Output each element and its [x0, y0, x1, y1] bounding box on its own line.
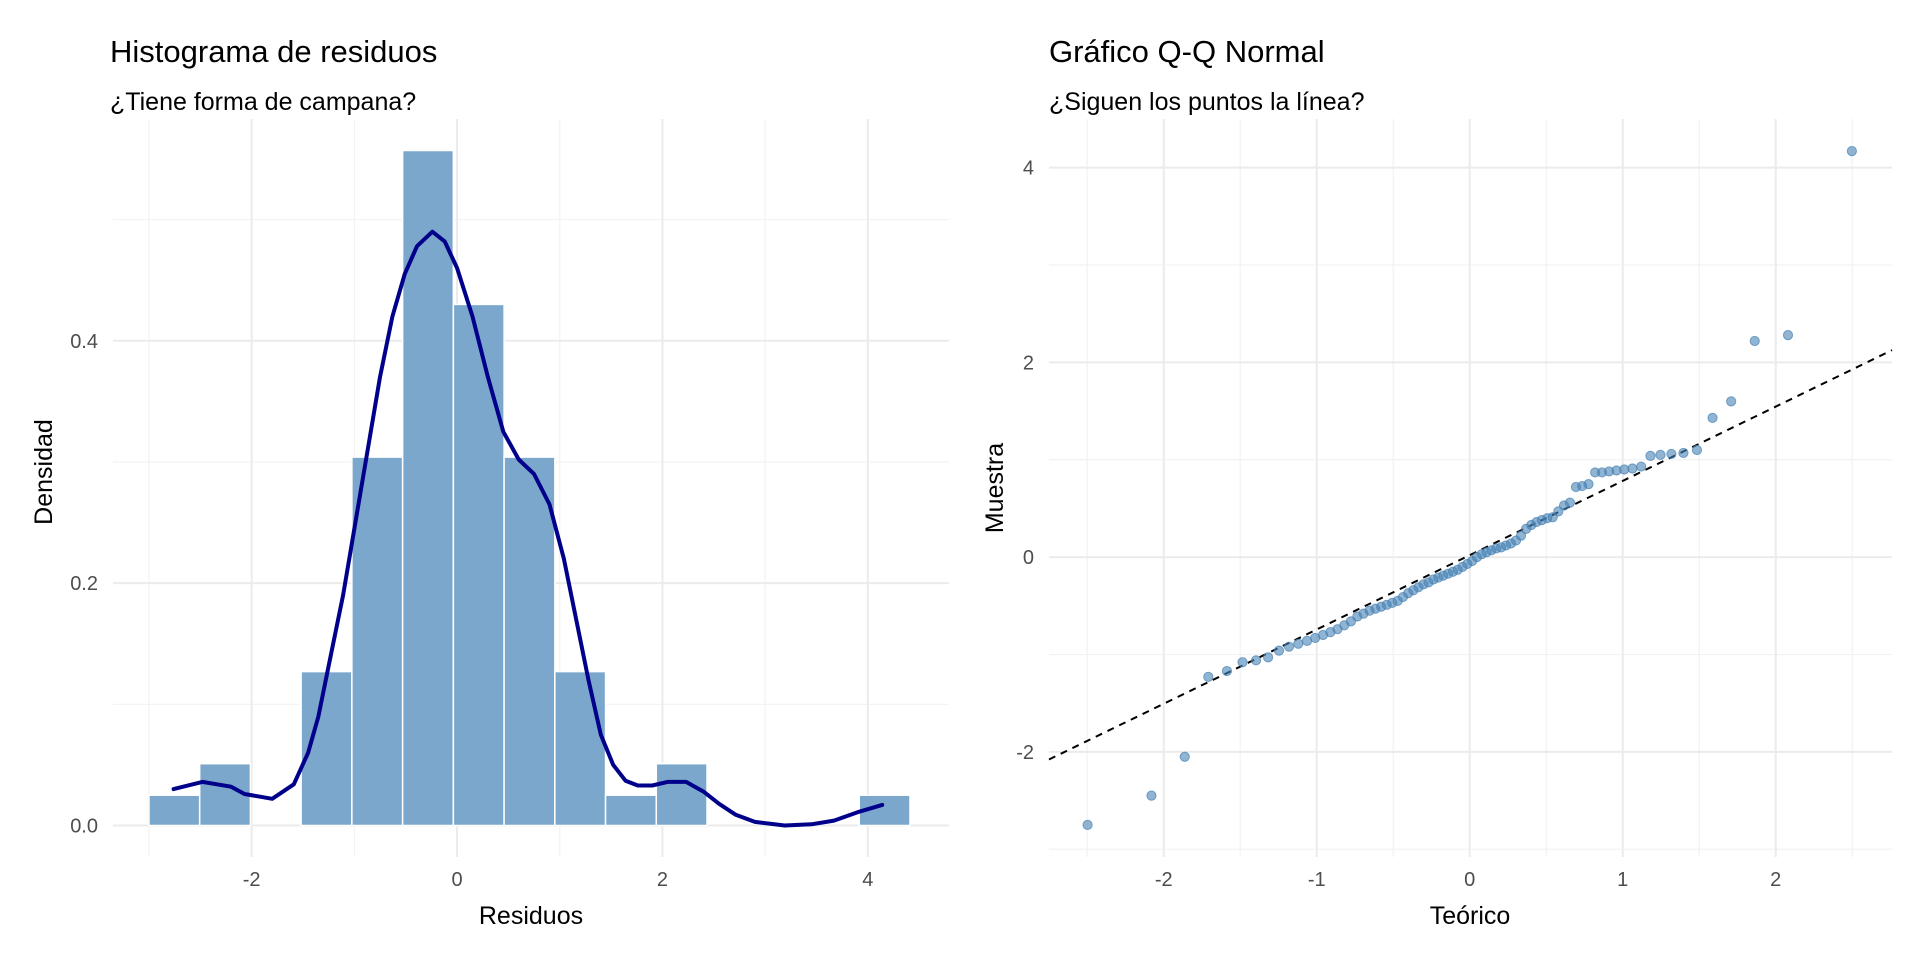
x-tick-label: 4: [862, 869, 873, 891]
x-tick-label: -1: [1308, 869, 1326, 891]
histogram-y-ticks: 0.0 0.2 0.4: [70, 331, 98, 838]
qq-point: [1691, 444, 1703, 456]
qq-point: [1203, 671, 1214, 682]
y-tick-label: 0.4: [70, 331, 98, 353]
qq-point: [1250, 655, 1262, 666]
qq-point: [1273, 645, 1285, 656]
histogram-bar: [554, 670, 607, 827]
qq-y-axis-title: Muestra: [981, 443, 1009, 533]
y-tick-label: 2: [1023, 352, 1034, 374]
histogram-bar: [655, 762, 708, 827]
y-tick-label: 0: [1023, 547, 1034, 569]
qq-point: [1782, 330, 1794, 341]
qq-plot-subtitle: ¿Siguen los puntos la línea?: [1049, 88, 1365, 116]
x-tick-label: 2: [1770, 869, 1781, 891]
qq-point: [1564, 497, 1576, 508]
qq-point: [1666, 448, 1677, 460]
qq-point: [1262, 652, 1274, 663]
qq-point: [1636, 461, 1647, 472]
qq-point: [1237, 657, 1248, 668]
histogram-y-axis-title: Densidad: [30, 419, 58, 525]
qq-point: [1655, 449, 1666, 460]
x-tick-label: -2: [243, 869, 261, 891]
qq-points: [1082, 146, 1857, 830]
qq-point: [1645, 450, 1656, 461]
histogram-x-axis-title: Residuos: [479, 902, 583, 930]
y-tick-label: 0.0: [70, 815, 98, 837]
histogram-bar: [503, 456, 556, 827]
qq-y-ticks: -2 0 2 4: [1016, 158, 1034, 764]
qq-point: [1678, 447, 1689, 459]
qq-point: [1146, 790, 1157, 801]
histogram-bars: [148, 149, 911, 827]
density-curve: [171, 229, 885, 828]
qq-x-axis-title: Teórico: [1430, 902, 1511, 930]
x-tick-label: 1: [1617, 869, 1628, 891]
qq-point: [1749, 335, 1760, 347]
qq-plot-panel: Gráfico Q-Q Normal ¿Siguen los puntos la…: [981, 34, 1893, 930]
qq-point: [1515, 530, 1527, 541]
qq-grid: [1049, 119, 1892, 857]
histogram-bar: [148, 794, 201, 827]
density-curve-group: [171, 229, 885, 828]
histogram-subtitle: ¿Tiene forma de campana?: [110, 88, 416, 116]
qq-point: [1627, 463, 1638, 474]
qq-point: [1179, 751, 1190, 762]
histogram-bar: [401, 149, 455, 827]
x-tick-label: 0: [1464, 869, 1475, 891]
x-tick-label: 2: [657, 869, 668, 891]
qq-point: [1583, 479, 1594, 490]
qq-point: [1283, 641, 1295, 652]
qq-reference-line: [1048, 349, 1893, 761]
histogram-bar: [351, 456, 404, 827]
qq-point: [1726, 396, 1737, 407]
x-tick-label: -2: [1155, 869, 1173, 891]
x-tick-label: 0: [451, 869, 462, 891]
histogram-x-ticks: -2 0 2 4: [243, 869, 874, 891]
y-tick-label: -2: [1016, 742, 1034, 764]
histogram-bar: [604, 794, 658, 827]
y-tick-label: 0.2: [70, 573, 98, 595]
histogram-title: Histograma de residuos: [110, 34, 437, 69]
histogram-panel: Histograma de residuos ¿Tiene forma de c…: [30, 34, 949, 930]
qq-point: [1082, 819, 1093, 830]
y-tick-label: 4: [1023, 158, 1034, 180]
histogram-bar: [452, 303, 505, 827]
qq-plot-title: Gráfico Q-Q Normal: [1049, 34, 1325, 69]
qq-point: [1707, 412, 1718, 423]
qq-point: [1221, 665, 1233, 677]
qq-point: [1846, 146, 1857, 157]
qq-point: [1293, 638, 1304, 649]
qq-x-ticks: -2 -1 0 1 2: [1155, 869, 1781, 891]
qq-reference-line-group: [1048, 349, 1893, 761]
